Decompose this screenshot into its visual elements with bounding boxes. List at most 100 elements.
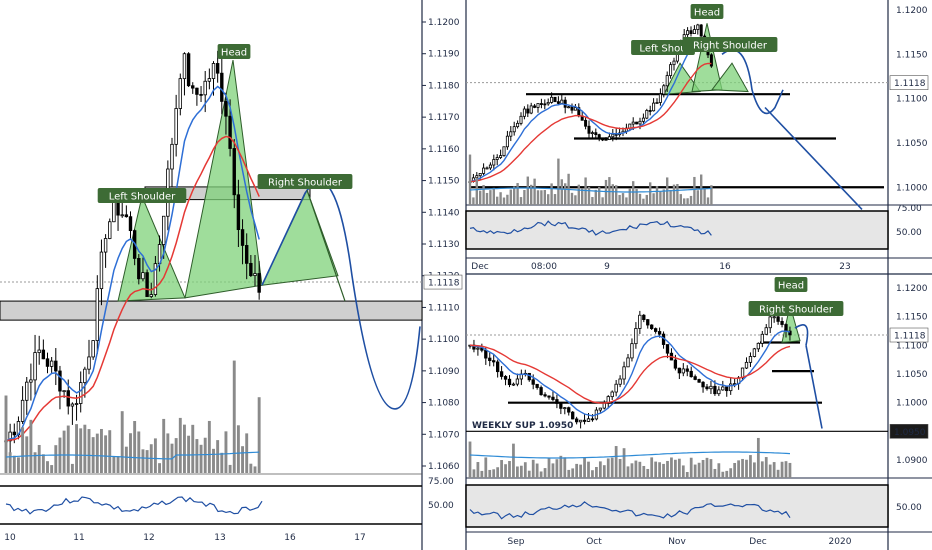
panel1-volume-bar <box>108 430 112 473</box>
panel3-volume-bar <box>516 466 519 478</box>
panel2-volume-bar <box>581 188 584 205</box>
panel1-volume-bar <box>12 455 16 473</box>
candle-body <box>575 418 579 423</box>
candle-body <box>665 75 669 87</box>
candle-body <box>689 30 693 34</box>
candle-body <box>584 119 588 127</box>
panel3-volume-bar <box>685 471 689 478</box>
panel1-volume-bar <box>46 461 49 473</box>
panel3-volume-bar <box>476 462 480 478</box>
candle-body <box>236 194 241 231</box>
panel3-time-tick: Dec <box>749 537 766 547</box>
panel2-volume-bar <box>553 194 557 205</box>
candle-body <box>203 80 207 96</box>
panel2-volume-bar <box>509 189 512 205</box>
candle-body <box>25 381 29 401</box>
panel2-volume-bar <box>645 194 648 205</box>
candle-body <box>249 262 253 276</box>
panel1-volume-bar <box>37 444 41 473</box>
candle-body <box>662 85 666 95</box>
panel3-volume-bar <box>729 468 733 478</box>
panel3-volume-bar <box>512 443 515 478</box>
panel2-volume-bar <box>642 198 645 205</box>
panel1-volume-bar <box>249 463 253 473</box>
panel2-head-label-bg <box>690 4 724 19</box>
candle-body <box>567 407 571 413</box>
panel3-volume-bar <box>756 437 760 478</box>
panel2-price-tick: 1.1050 <box>896 139 928 149</box>
panel2-rsi-box <box>465 210 889 250</box>
panel2-volume-bar <box>570 192 574 205</box>
panel3-volume-bar <box>571 468 575 478</box>
panel3-volume-bar <box>784 461 788 478</box>
candle-body <box>531 379 535 385</box>
panel1-volume-bar <box>41 454 45 473</box>
panel1-time-tick: 17 <box>354 533 365 543</box>
panel1-volume-bar <box>178 417 182 473</box>
panel1-time-tick: 12 <box>143 533 154 543</box>
candle-body <box>665 344 670 354</box>
panel3-volume-bar <box>583 457 586 478</box>
panel1-volume-bar <box>137 431 141 473</box>
panel1-volume-bar <box>104 435 108 473</box>
panel1-volume-bar <box>216 440 220 473</box>
candle-body <box>141 272 145 280</box>
candle-body <box>641 117 645 122</box>
candle-body <box>124 214 129 218</box>
candle-body <box>776 316 780 322</box>
panel2-volume-bar <box>485 192 489 205</box>
panel1-price-tick: 1.1170 <box>428 113 460 123</box>
panel2-time-tick: 16 <box>719 262 731 272</box>
candle-body <box>228 115 232 149</box>
panel1-volume-ma-line <box>5 451 260 460</box>
panel2-volume-bar <box>689 195 693 205</box>
candle-body <box>606 396 610 404</box>
candle-body <box>512 126 516 133</box>
candle-body <box>573 107 577 111</box>
panel1-price-tick: 1.1160 <box>428 145 460 155</box>
panel2-price-tick: 1.1200 <box>896 6 928 16</box>
panel2-right-shoulder-label-text: Right Shoulder <box>693 41 768 52</box>
panel3-volume-bar <box>606 458 610 478</box>
panel1-price-tick: 1.1180 <box>428 81 460 91</box>
panel2-rsi-tick: 50.00 <box>896 228 922 238</box>
panel2-volume-bar <box>676 183 679 205</box>
panel3-current-price-label: 1.1118 <box>894 332 926 342</box>
candle-body <box>478 173 482 177</box>
candle-body <box>645 110 649 119</box>
panel3-projection-line <box>805 345 823 429</box>
candle-body <box>232 148 236 196</box>
panel2-volume-bar <box>475 178 478 205</box>
candle-body <box>485 167 489 170</box>
panel1-volume-bar <box>62 430 66 473</box>
candle-body <box>602 402 606 409</box>
candle-body <box>499 155 503 158</box>
panel3-right-shoulder-label: Right Shoulder <box>748 301 844 316</box>
panel2-volume-bar <box>696 190 699 205</box>
candle-body <box>638 120 642 125</box>
panel1-volume-bar <box>153 438 157 473</box>
candle-body <box>650 324 654 329</box>
panel2-volume-ma-line <box>469 187 712 193</box>
panel3-volume-bar <box>598 461 602 478</box>
panel1-price-tick: 1.1080 <box>428 399 460 409</box>
panel1-projection-curve <box>261 181 421 410</box>
candle-body <box>563 407 567 410</box>
panel2-projection-line <box>764 106 863 210</box>
panel1-volume-bar <box>162 418 166 473</box>
panel1-volume-bar <box>212 448 215 473</box>
candle-body <box>58 370 62 392</box>
candle-body <box>515 378 520 385</box>
candle-body <box>539 387 543 396</box>
candle-body <box>108 221 112 239</box>
candle-body <box>543 103 547 106</box>
candle-body <box>717 389 721 395</box>
panel1-right-shoulder-label: Right Shoulder <box>257 174 353 189</box>
panel3-volume-bar <box>772 462 776 478</box>
panel2-volume-bar <box>706 197 710 205</box>
candle-body <box>594 132 598 136</box>
panel2-volume-bar <box>496 196 499 205</box>
panel2-volume-bar <box>468 154 472 205</box>
candle-body <box>29 379 33 383</box>
panel1-volume-bar <box>166 433 170 473</box>
